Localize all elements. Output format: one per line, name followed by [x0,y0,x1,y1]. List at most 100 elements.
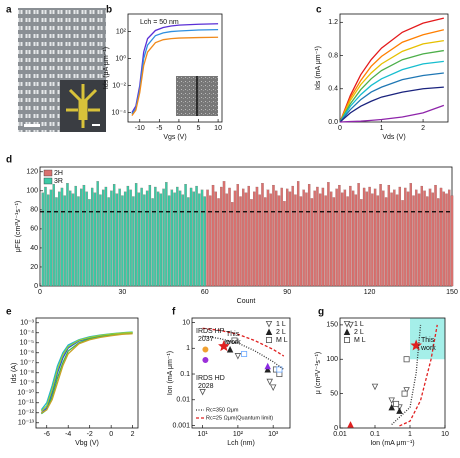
y-tick-label: 0.1 [180,371,190,378]
line [202,327,285,357]
y-tick-label: 120 [26,169,38,176]
bar [327,182,330,287]
x-axis-label: Vbg (V) [75,440,99,447]
y-tick-label: 0 [34,283,38,290]
bar [409,183,412,287]
point [343,320,351,328]
y-tick-label: 50 [330,390,338,397]
annotation: work [420,345,436,352]
line [40,331,133,412]
panel-label: c [316,5,322,16]
bar [299,196,303,287]
y-tick-label: 10⁻⁶ [20,350,34,357]
scale-bar [92,124,100,126]
legend-label: 1 L [354,321,364,328]
bar [217,198,220,287]
panel-a: a [6,5,106,132]
bar [445,193,448,287]
bar [154,186,157,287]
point [388,403,395,411]
bar [250,199,253,287]
bar [373,188,377,287]
y-tick-label: 10² [116,28,127,35]
line [339,39,444,123]
line [339,17,445,123]
bar [316,186,319,287]
bar [406,191,410,287]
bar [340,192,344,287]
x-tick-label: 1 [380,125,384,132]
y-tick-label: 10⁻³ [20,320,34,327]
point [266,378,273,386]
annotation: Lch = 50 nm [140,19,179,26]
bar [181,194,185,287]
point [401,390,408,397]
panel-label: f [172,307,176,318]
bar [134,183,138,287]
y-tick-label: 10⁻¹¹ [18,400,35,407]
legend-label: 2 L [354,329,364,336]
y-tick-label: 10⁻¹³ [18,420,35,427]
x-tick-label: 60 [201,289,209,296]
point [371,383,379,391]
y-tick-label: 0.8 [328,52,338,59]
legend-label: M L [276,337,288,344]
bar [74,185,77,287]
bar [261,183,264,287]
bar [209,195,212,287]
bar [137,192,141,287]
y-axis-label: μ (cm²V⁻¹s⁻¹) [315,352,322,395]
y-tick-label: 40 [30,245,38,252]
bar [258,194,261,287]
bar [242,188,245,287]
bar [206,189,209,287]
bar [275,190,278,287]
point [265,336,272,343]
line [339,72,444,123]
bar [129,189,132,287]
bar [346,196,349,287]
bar [371,193,374,287]
bar [126,185,130,287]
bar [247,185,250,287]
y-axis-label: Ids (mA μm⁻¹) [315,46,322,90]
bar [233,190,237,287]
bar [431,192,434,287]
legend-label: 1 L [276,321,286,328]
y-tick-label: 20 [30,264,38,271]
bar [398,186,402,287]
point [265,328,273,336]
bar [189,187,193,287]
bar [115,193,119,287]
y-tick-label: 0.0 [328,119,338,126]
y-tick-label: 10⁻⁸ [20,370,34,377]
point [241,350,248,357]
line [339,49,444,123]
bar [231,202,234,287]
bar [151,198,154,287]
bar [184,184,187,287]
bar [434,184,437,287]
bar [244,192,248,287]
bar [288,191,292,287]
bar [60,187,64,287]
bar [170,189,174,287]
x-tick-label: 0.01 [333,431,347,438]
y-tick-label: 0 [334,425,338,432]
point [202,357,209,364]
bar [82,184,86,287]
x-tick-label: 0.1 [370,431,380,438]
y-tick-label: 150 [326,322,338,329]
x-axis-label: Count [237,298,256,305]
shaded-region [410,318,445,360]
bar [162,188,165,287]
bar [426,196,429,287]
bar [77,196,80,287]
bar [277,195,281,287]
point [343,336,350,343]
bar [107,197,110,287]
bar [176,186,179,287]
bar [198,193,201,287]
y-axis-label: Ids (μA μm⁻¹) [103,47,110,89]
legend-label: Rc=350 Ωμm [206,407,239,413]
